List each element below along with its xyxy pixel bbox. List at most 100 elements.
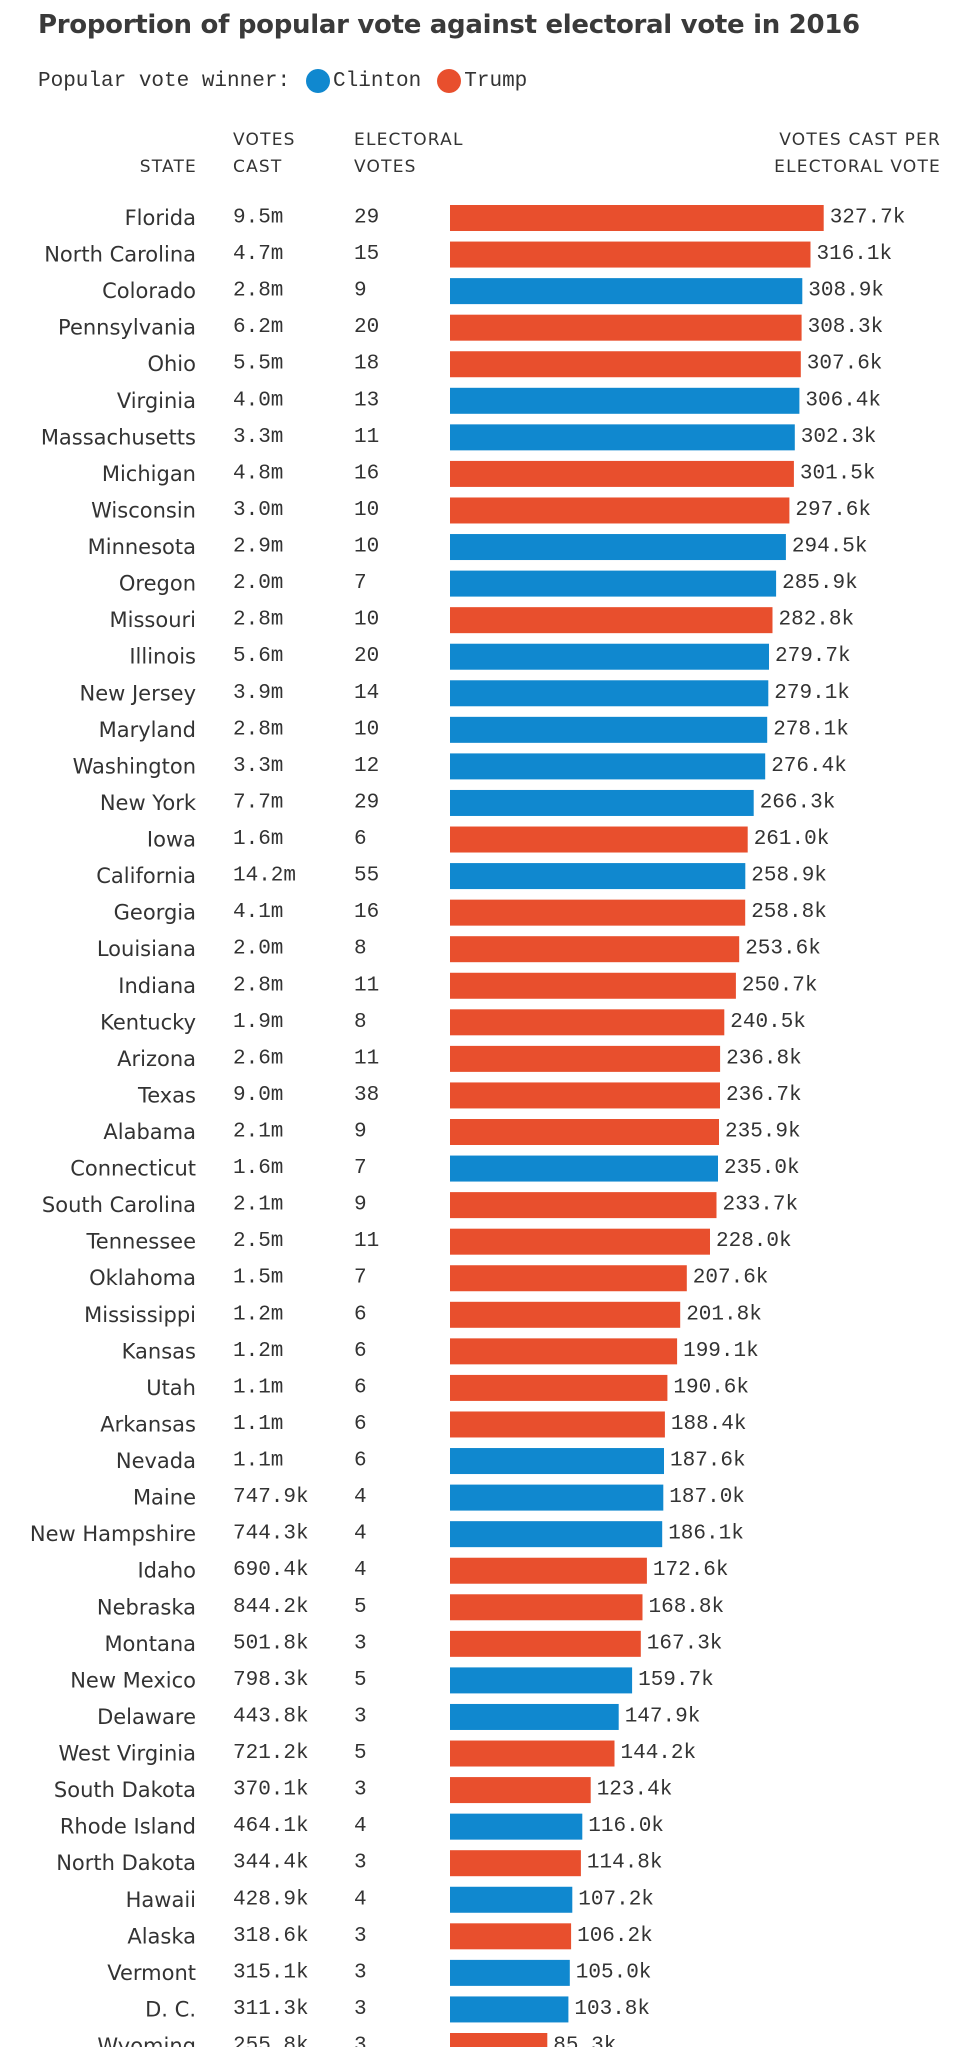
table-row-louisiana: Louisiana 2.0m 8 253.6k — [97, 936, 821, 963]
bar-montana — [450, 1630, 641, 1657]
table-row-ohio: Ohio 5.5m 18 307.6k — [147, 351, 883, 378]
state-label: Vermont — [107, 1961, 196, 1985]
table-row-wyoming: Wyoming 255.8k 3 85.3k — [97, 2033, 616, 2047]
state-label: New Hampshire — [30, 1522, 196, 1546]
electoral-votes-value: 3 — [354, 1632, 367, 1655]
bar-arkansas — [450, 1411, 665, 1438]
bar-north-carolina — [450, 241, 811, 268]
data-label: 147.9k — [625, 1705, 701, 1728]
table-row-arkansas: Arkansas 1.1m 6 188.4k — [100, 1411, 747, 1438]
state-label: Arizona — [117, 1047, 196, 1071]
electoral-votes-value: 10 — [354, 536, 379, 559]
data-label: 172.6k — [653, 1559, 729, 1582]
data-label: 240.5k — [730, 1011, 806, 1034]
data-label: 301.5k — [800, 462, 876, 485]
bar-d-c — [450, 1996, 569, 2023]
votes-cast-value: 5.5m — [233, 353, 283, 376]
data-label: 188.4k — [671, 1413, 747, 1436]
data-label: 107.2k — [578, 1888, 654, 1911]
electoral-votes-value: 3 — [354, 1998, 367, 2021]
bar-connecticut — [450, 1155, 718, 1182]
electoral-votes-value: 29 — [354, 207, 379, 230]
bar-kansas — [450, 1338, 678, 1365]
votes-cast-value: 747.9k — [233, 1486, 309, 1509]
table-row-maine: Maine 747.9k 4 187.0k — [133, 1484, 745, 1511]
state-label: Nevada — [116, 1449, 196, 1473]
electoral-votes-value: 6 — [354, 1303, 367, 1326]
electoral-votes-value: 9 — [354, 1121, 367, 1144]
table-row-tennessee: Tennessee 2.5m 11 228.0k — [86, 1228, 792, 1255]
table-row-illinois: Illinois 5.6m 20 279.7k — [129, 643, 851, 670]
data-label: 266.3k — [760, 791, 836, 814]
data-label: 236.7k — [726, 1084, 802, 1107]
legend-item-label: Clinton — [333, 69, 422, 93]
data-label: 85.3k — [553, 2035, 616, 2047]
table-row-washington: Washington 3.3m 12 276.4k — [73, 753, 847, 780]
state-label: California — [96, 864, 196, 888]
votes-cast-value: 4.7m — [233, 243, 283, 266]
table-row-kansas: Kansas 1.2m 6 199.1k — [122, 1338, 759, 1365]
data-label: 235.0k — [724, 1157, 800, 1180]
electoral-votes-value: 6 — [354, 1376, 367, 1399]
bar-pennsylvania — [450, 314, 802, 341]
votes-cast-value: 443.8k — [233, 1705, 309, 1728]
state-label: Alabama — [103, 1120, 196, 1144]
votes-cast-value: 3.3m — [233, 755, 283, 778]
data-label: 187.0k — [669, 1486, 745, 1509]
state-label: Connecticut — [70, 1157, 196, 1181]
votes-cast-value: 1.1m — [233, 1450, 283, 1473]
state-label: Montana — [104, 1632, 196, 1656]
votes-cast-value: 9.5m — [233, 207, 283, 230]
electoral-votes-value: 11 — [354, 1230, 379, 1253]
electoral-votes-value: 10 — [354, 499, 379, 522]
state-label: Washington — [73, 754, 196, 778]
data-label: 307.6k — [807, 353, 883, 376]
legend-swatch-clinton — [306, 69, 331, 93]
table-row-connecticut: Connecticut 1.6m 7 235.0k — [70, 1155, 800, 1182]
data-label: 327.7k — [830, 207, 906, 230]
votes-cast-value: 2.1m — [233, 1194, 283, 1217]
electoral-votes-value: 20 — [354, 316, 379, 339]
electoral-votes-value: 9 — [354, 1194, 367, 1217]
votes-cast-value: 1.2m — [233, 1303, 283, 1326]
data-label: 103.8k — [574, 1998, 650, 2021]
data-label: 308.3k — [808, 316, 884, 339]
votes-cast-value: 2.0m — [233, 572, 283, 595]
table-row-new-hampshire: New Hampshire 744.3k 4 186.1k — [30, 1521, 744, 1548]
electoral-votes-value: 14 — [354, 682, 379, 705]
data-label: 279.7k — [775, 645, 851, 668]
table-row-nevada: Nevada 1.1m 6 187.6k — [116, 1448, 746, 1475]
votes-cast-value: 690.4k — [233, 1559, 309, 1582]
votes-cast-value: 255.8k — [233, 2035, 309, 2047]
table-row-d-c: D. C. 311.3k 3 103.8k — [145, 1996, 650, 2023]
state-label: Illinois — [129, 645, 196, 669]
bar-vermont — [450, 1959, 570, 1986]
data-label: 253.6k — [745, 938, 821, 961]
votes-cast-value: 2.8m — [233, 974, 283, 997]
table-row-new-mexico: New Mexico 798.3k 5 159.7k — [70, 1667, 714, 1694]
state-label: Michigan — [102, 462, 196, 486]
votes-cast-value: 721.2k — [233, 1742, 309, 1765]
data-label: 250.7k — [742, 974, 818, 997]
state-label: West Virginia — [59, 1742, 196, 1766]
votes-cast-value: 7.7m — [233, 791, 283, 814]
votes-cast-value: 2.8m — [233, 609, 283, 632]
electoral-votes-value: 10 — [354, 718, 379, 741]
electoral-votes-value: 4 — [354, 1888, 367, 1911]
electoral-votes-value: 18 — [354, 353, 379, 376]
electoral-votes-value: 3 — [354, 1961, 367, 1984]
votes-cast-value: 798.3k — [233, 1669, 309, 1692]
votes-cast-value: 4.1m — [233, 901, 283, 924]
data-label: 235.9k — [725, 1121, 801, 1144]
votes-cast-value: 2.9m — [233, 536, 283, 559]
data-label: 228.0k — [716, 1230, 792, 1253]
electoral-votes-value: 5 — [354, 1742, 367, 1765]
votes-cast-value: 1.1m — [233, 1413, 283, 1436]
data-label: 159.7k — [638, 1669, 714, 1692]
bar-michigan — [450, 460, 794, 487]
chart-title: Proportion of popular vote against elect… — [38, 10, 860, 40]
state-label: Wisconsin — [91, 498, 196, 522]
votes-cast-value: 3.9m — [233, 682, 283, 705]
state-label: Colorado — [102, 279, 196, 303]
votes-cast-value: 2.1m — [233, 1121, 283, 1144]
